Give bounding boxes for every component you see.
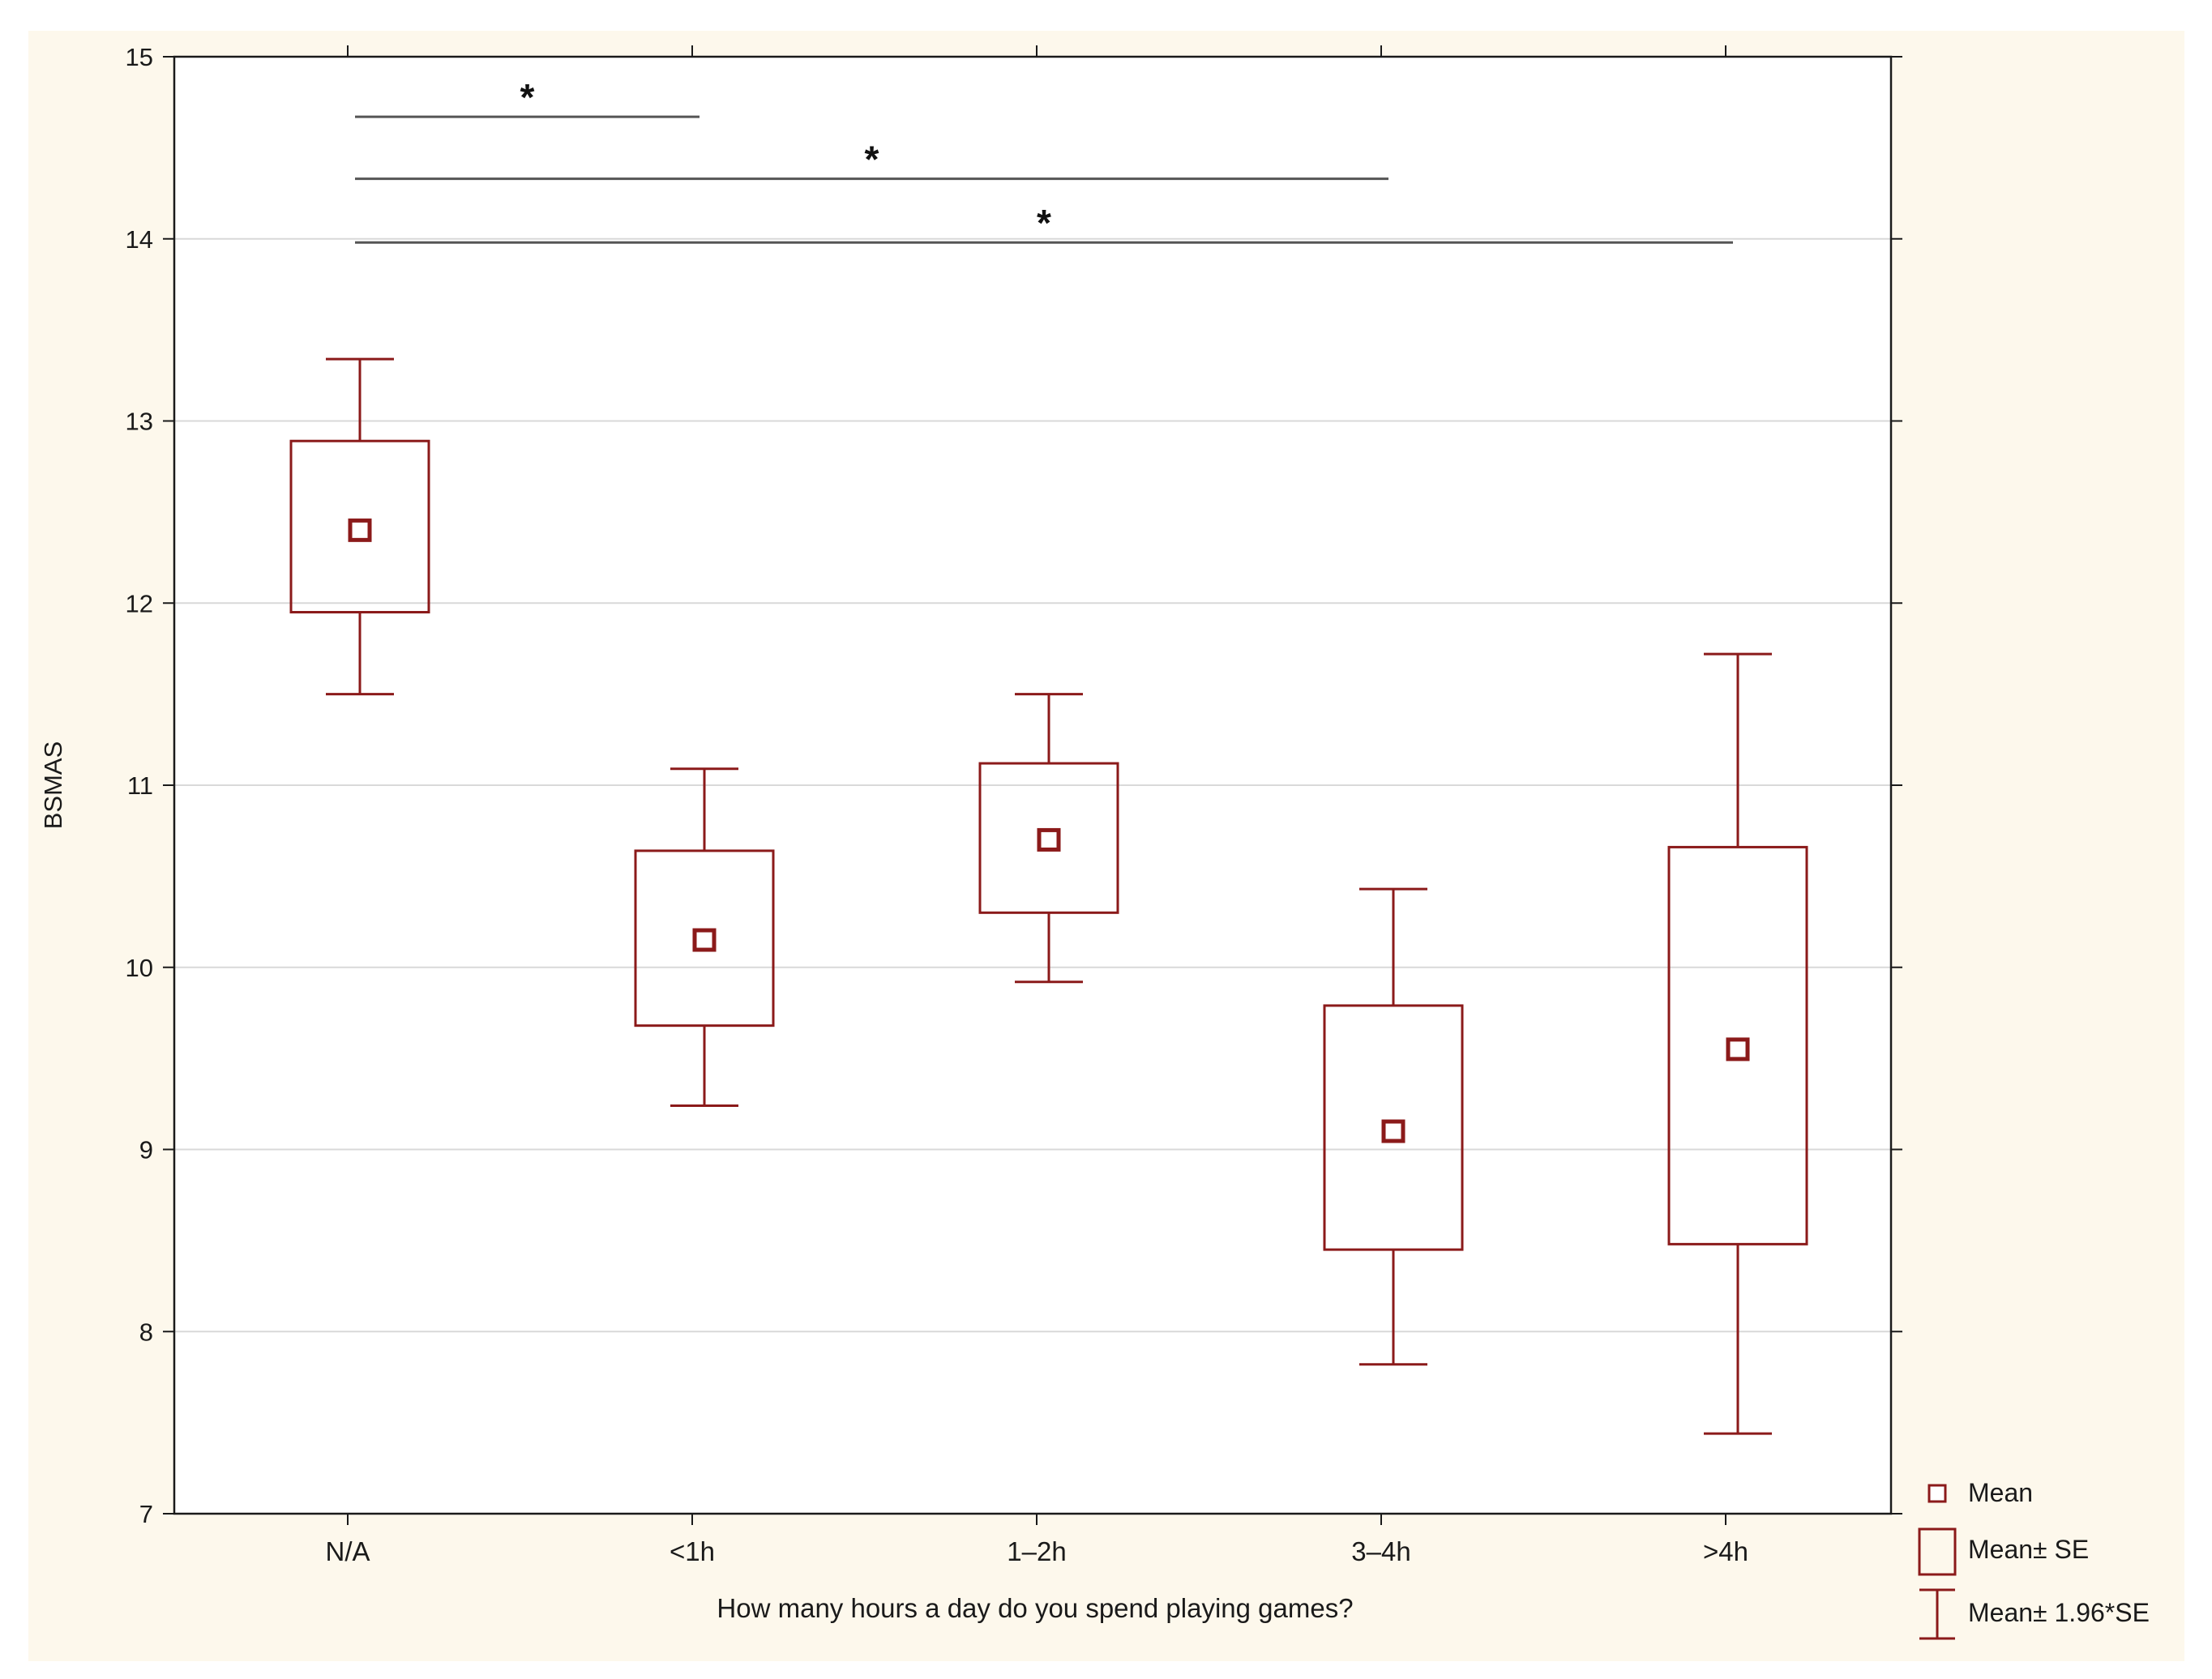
legend-box-symbol <box>1918 1527 1957 1576</box>
x-tick-label: N/A <box>325 1536 370 1566</box>
y-tick-label: 15 <box>126 43 153 71</box>
se-box <box>1667 845 1808 1245</box>
y-tick-label: 13 <box>126 408 153 436</box>
legend-label: Mean <box>1968 1478 2033 1507</box>
x-axis-label: How many hours a day do you spend playin… <box>717 1593 1353 1623</box>
axes: 7 8 9 10 11 12 13 14 15 N/A <1h 1–2h 3–4h >4h <box>126 43 1902 1566</box>
x-tick-label: <1h <box>670 1536 715 1566</box>
legend-label: Mean± 1.96*SE <box>1968 1598 2150 1627</box>
se-box <box>1323 1004 1464 1251</box>
significance-star: * <box>865 139 879 181</box>
box-series <box>289 357 1808 1435</box>
gridlines <box>174 237 1891 1333</box>
y-axis-label: BSMAS <box>39 741 67 830</box>
significance-markers: * * * <box>355 76 1733 244</box>
mean-marker <box>1037 827 1061 852</box>
y-tick-label: 9 <box>139 1136 153 1164</box>
se-box <box>978 762 1119 914</box>
significance-star: * <box>1037 202 1051 244</box>
mean-marker <box>1381 1119 1405 1143</box>
legend-label: Mean± SE <box>1968 1535 2089 1564</box>
legend: Mean Mean± SE Mean± 1.96*SE <box>1918 1478 2150 1640</box>
box-group <box>634 767 775 1108</box>
se-box <box>634 849 775 1027</box>
y-tick-label: 12 <box>126 589 153 617</box>
y-tick-label: 11 <box>127 771 153 800</box>
y-tick-label: 8 <box>139 1318 153 1346</box>
significance-star: * <box>520 76 535 118</box>
y-tick-label: 7 <box>139 1500 153 1528</box>
box-group <box>289 357 430 696</box>
x-tick-label: 3–4h <box>1351 1536 1410 1566</box>
legend-mean-symbol <box>1927 1484 1947 1503</box>
mean-marker <box>348 518 372 542</box>
y-tick-label: 10 <box>126 954 153 982</box>
box-group <box>1323 887 1464 1366</box>
box-group <box>1667 652 1808 1435</box>
mean-marker <box>1726 1037 1750 1062</box>
x-tick-label: >4h <box>1703 1536 1748 1566</box>
se-box <box>289 439 430 613</box>
mean-marker <box>692 928 717 952</box>
x-tick-label: 1–2h <box>1007 1536 1066 1566</box>
y-tick-label: 14 <box>126 225 153 254</box>
box-group <box>978 693 1119 984</box>
